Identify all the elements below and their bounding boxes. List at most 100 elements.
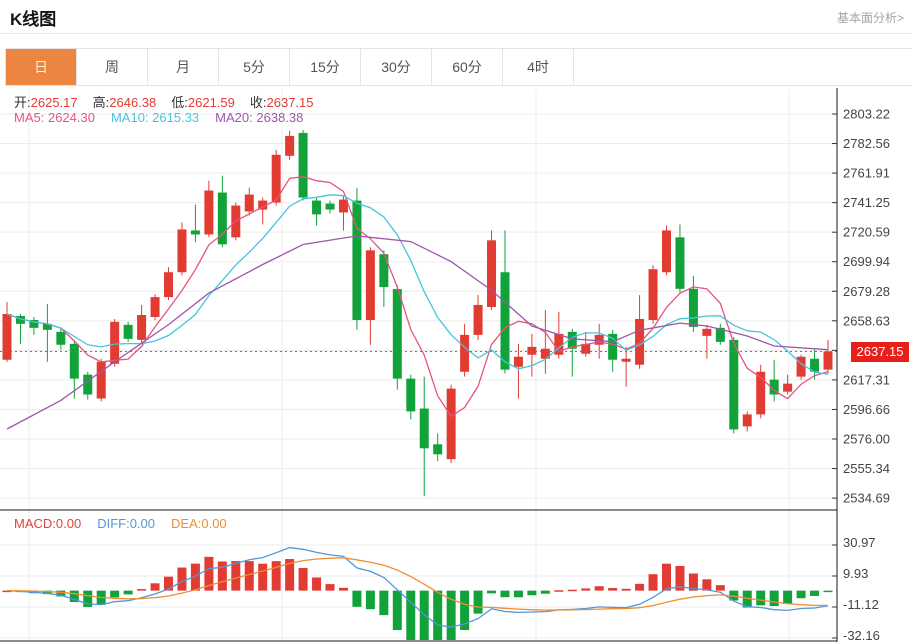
- current-price-badge: 2637.15: [851, 342, 909, 362]
- period-tab-周[interactable]: 周: [77, 49, 148, 85]
- macd-bar-up: [258, 563, 268, 591]
- candle-down: [567, 331, 577, 349]
- candle-up: [110, 321, 120, 364]
- macd-bar-down: [769, 590, 779, 607]
- macd-bar-down: [810, 590, 820, 596]
- dea-value-readout: DEA:0.00: [171, 516, 227, 531]
- svg-text:2699.94: 2699.94: [843, 254, 890, 269]
- candle-down: [29, 319, 39, 328]
- macd-bar-up: [675, 565, 685, 591]
- macd-bar-up: [648, 574, 658, 591]
- candle-down: [190, 230, 200, 235]
- candle-up: [742, 414, 752, 427]
- fundamental-analysis-link[interactable]: 基本面分析>: [836, 11, 904, 25]
- period-tab-5分[interactable]: 5分: [219, 49, 290, 85]
- candle-up: [487, 240, 497, 307]
- svg-text:2803.22: 2803.22: [843, 107, 890, 122]
- macd-bar-up: [312, 577, 322, 591]
- macd-bar-up: [567, 589, 577, 592]
- candle-up: [621, 358, 631, 362]
- macd-bar-down: [756, 590, 766, 606]
- ma20-line: [6, 235, 829, 430]
- candle-down: [69, 343, 79, 379]
- ma5-readout: MA5: 2624.30: [14, 110, 95, 125]
- candle-up: [756, 371, 766, 415]
- macd-readout: MACD:0.00 DIFF:0.00 DEA:0.00: [14, 516, 227, 531]
- candle-down: [769, 379, 779, 395]
- macd-bar-up: [554, 590, 564, 592]
- candle-down: [325, 203, 335, 210]
- candle-down: [42, 323, 52, 330]
- svg-text:2596.66: 2596.66: [843, 402, 890, 417]
- candle-up: [258, 200, 268, 210]
- candle-up: [365, 250, 375, 320]
- macd-bar-up: [231, 561, 241, 591]
- candle-up: [635, 318, 645, 365]
- candle-up: [150, 297, 160, 317]
- macd-bar-down: [392, 590, 402, 631]
- macd-bar-down: [83, 590, 93, 607]
- candle-down: [379, 254, 389, 288]
- candles: [2, 129, 833, 497]
- candle-up: [702, 328, 712, 336]
- macd-bar-up: [621, 588, 631, 591]
- candle-up: [661, 230, 671, 273]
- candle-up: [594, 334, 604, 345]
- macd-bar-up: [581, 588, 591, 591]
- macd-bar-up: [688, 573, 698, 591]
- candle-up: [271, 154, 281, 203]
- low-readout: 低:2621.59: [171, 95, 235, 110]
- period-tab-30分[interactable]: 30分: [361, 49, 432, 85]
- macd-bar-up: [661, 563, 671, 591]
- candle-up: [204, 190, 214, 235]
- candle-up: [137, 314, 147, 340]
- candle-down: [298, 132, 308, 198]
- title-divider: [0, 33, 912, 34]
- macd-bar-down: [379, 590, 389, 616]
- candle-up: [2, 313, 12, 360]
- candle-down: [56, 331, 66, 345]
- ohlc-readout: 开:2625.17 高:2646.38 低:2621.59 收:2637.15: [14, 92, 314, 111]
- macd-bar-up: [285, 559, 295, 591]
- svg-text:2782.56: 2782.56: [843, 136, 890, 151]
- macd-bar-up: [271, 561, 281, 591]
- candle-up: [554, 333, 564, 355]
- period-tab-日[interactable]: 日: [6, 49, 77, 85]
- svg-text:-32.16: -32.16: [843, 628, 880, 643]
- svg-text:-11.12: -11.12: [843, 597, 879, 612]
- candle-up: [783, 383, 793, 392]
- candle-up: [581, 343, 591, 354]
- period-tab-15分[interactable]: 15分: [290, 49, 361, 85]
- svg-text:2555.34: 2555.34: [843, 461, 890, 476]
- svg-text:2576.00: 2576.00: [843, 431, 890, 446]
- macd-bar-up: [325, 584, 335, 591]
- macd-bar-down: [540, 590, 550, 594]
- period-tab-60分[interactable]: 60分: [432, 49, 503, 85]
- macd-bar-up: [298, 567, 308, 591]
- macd-bar-up: [204, 556, 214, 591]
- candle-down: [352, 200, 362, 320]
- macd-bar-down: [433, 590, 443, 640]
- macd-bar-up: [635, 583, 645, 591]
- macd-bar-down: [487, 590, 497, 594]
- svg-text:30.97: 30.97: [843, 535, 876, 550]
- macd-bar-up: [190, 563, 200, 591]
- macd-bar-down: [446, 590, 456, 640]
- macd-bar-down: [406, 590, 416, 640]
- page-title: K线图: [10, 10, 57, 29]
- macd-bar-down: [352, 590, 362, 607]
- candle-down: [392, 289, 402, 379]
- svg-text:9.93: 9.93: [843, 566, 868, 581]
- period-tab-月[interactable]: 月: [148, 49, 219, 85]
- macd-bar-down: [42, 590, 52, 595]
- period-tab-4时[interactable]: 4时: [503, 49, 574, 85]
- candle-down: [406, 378, 416, 412]
- macd-bar-up: [150, 583, 160, 591]
- svg-text:2617.31: 2617.31: [843, 372, 890, 387]
- candle-up: [648, 269, 658, 320]
- svg-text:2761.91: 2761.91: [843, 166, 890, 181]
- candle-down: [688, 288, 698, 327]
- candle-down: [675, 237, 685, 289]
